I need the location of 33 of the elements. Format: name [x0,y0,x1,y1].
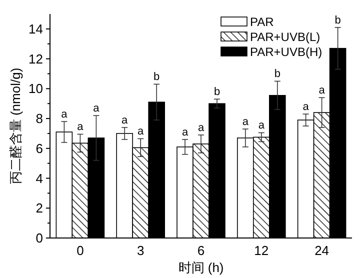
data-label: b [334,14,341,26]
data-label: a [61,108,68,121]
data-label: a [138,126,145,138]
x-tick-label: 0 [76,243,84,258]
data-label: a [302,101,310,114]
y-tick-label: 4 [36,170,43,186]
legend-label: PAR+UVB(L) [250,30,320,44]
data-label: a [258,120,266,132]
y-tick-label: 14 [28,21,43,36]
x-tick-label: 6 [197,243,205,258]
y-tick-label: 2 [36,200,43,216]
y-tick-label: 6 [36,140,43,156]
legend-label: PAR [250,15,274,29]
data-label: a [242,116,250,128]
x-tick-label: 3 [136,243,144,258]
y-axis-title: 丙二醛含量 (nmol/g) [8,68,23,184]
data-label: a [198,122,205,134]
y-tick-label: 0 [36,230,43,246]
data-label: a [122,114,129,126]
y-tick-label: 12 [28,51,43,66]
legend-label: PAR+UVB(H) [250,45,322,59]
data-label: a [182,126,189,138]
data-label: a [318,84,326,97]
data-label: a [77,121,84,134]
x-tick-label: 24 [314,243,330,258]
data-label: b [274,68,280,80]
x-axis-title: 时间 (h) [178,260,224,275]
data-label: b [154,71,160,84]
y-tick-label: 8 [36,111,43,126]
data-label: a [93,102,100,115]
y-tick-label: 10 [28,81,43,96]
data-label: b [214,86,220,98]
x-tick-label: 12 [254,243,269,258]
